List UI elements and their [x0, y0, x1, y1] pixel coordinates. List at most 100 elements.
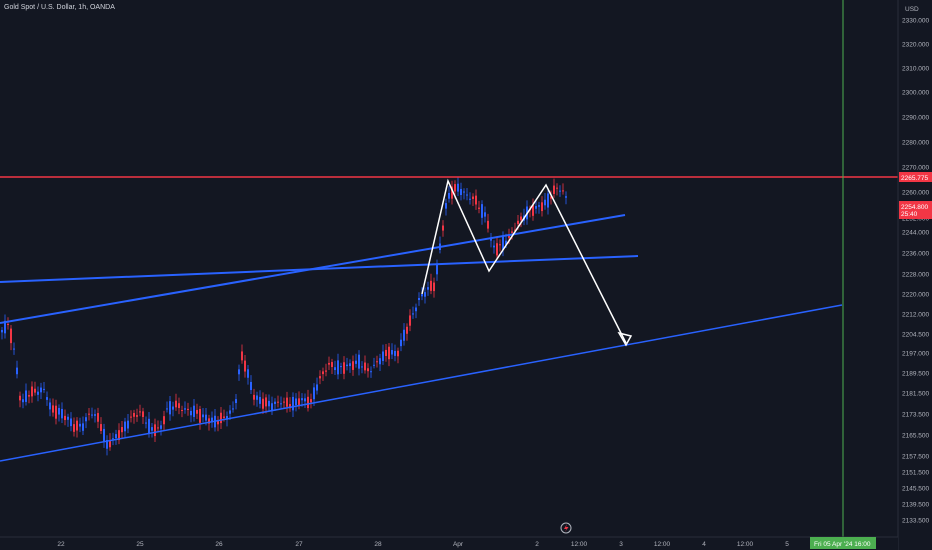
channel-line-lower[interactable]	[0, 304, 843, 462]
candle-body	[553, 185, 555, 194]
candle-body	[481, 204, 483, 218]
candle-body	[124, 421, 126, 432]
candle-body	[286, 397, 288, 407]
candle-body	[82, 423, 84, 431]
time-tick-label: 12:00	[654, 541, 671, 548]
time-tick-label: 25	[136, 541, 144, 548]
candle-body	[406, 326, 408, 334]
candle-body	[217, 420, 219, 425]
candle-body	[73, 424, 75, 432]
candle-body	[487, 220, 489, 229]
candle-body	[328, 362, 330, 365]
candle-body	[253, 394, 255, 400]
candle-body	[196, 410, 198, 414]
candle-body	[46, 397, 48, 400]
price-tick-label: 2189.500	[902, 371, 929, 378]
time-tick-label: 12:00	[571, 541, 588, 548]
candle-body	[25, 390, 27, 402]
price-tick-label: 2244.000	[902, 230, 929, 237]
candle-body	[484, 212, 486, 217]
candle-body	[373, 364, 375, 366]
candle-body	[460, 188, 462, 196]
candle-body	[388, 346, 390, 360]
channel-line-middle[interactable]	[0, 214, 626, 324]
candle-body	[106, 440, 108, 449]
candle-body	[280, 403, 282, 405]
candle-body	[310, 399, 312, 403]
candle-body	[190, 410, 192, 416]
candle-body	[547, 193, 549, 208]
candle-body	[538, 205, 540, 207]
candle-body	[130, 416, 132, 418]
candle-body	[235, 399, 237, 403]
candle-body	[499, 244, 501, 246]
candle-body	[430, 280, 432, 291]
candle-body	[127, 420, 129, 429]
candle-body	[511, 231, 513, 233]
candle-body	[187, 408, 189, 411]
candle-body	[55, 405, 57, 419]
candle-body	[103, 428, 105, 442]
candle-body	[118, 430, 120, 441]
candle-body	[31, 386, 33, 397]
time-tick-label: 2	[535, 541, 539, 548]
candle-body	[175, 400, 177, 408]
candle-body	[88, 413, 90, 415]
candle-body	[70, 418, 72, 427]
candle-body	[421, 294, 423, 297]
candle-body	[268, 400, 270, 407]
candle-body	[478, 207, 480, 209]
candle-body	[361, 366, 363, 368]
candle-body	[160, 425, 162, 429]
candle-body	[448, 193, 450, 199]
time-tick-label: 22	[57, 541, 65, 548]
candle-body	[151, 427, 153, 431]
time-axis[interactable]	[0, 537, 898, 550]
candle-body	[415, 307, 417, 312]
candle-body	[193, 405, 195, 417]
candle-body	[247, 369, 249, 378]
candle-body	[409, 315, 411, 326]
time-tick-label: 4	[702, 541, 706, 548]
candle-body	[205, 414, 207, 421]
candle-body	[469, 198, 471, 200]
candle-body	[418, 297, 420, 301]
double-top-pattern[interactable]	[421, 178, 627, 344]
candle-body	[544, 199, 546, 206]
candle-body	[355, 360, 357, 364]
candle-body	[457, 183, 459, 192]
candle-body	[289, 404, 291, 409]
candle-body	[493, 245, 495, 248]
candle-body	[265, 397, 267, 407]
candle-body	[349, 363, 351, 366]
candle-body	[241, 351, 243, 361]
current-price-label: 2254.800	[901, 204, 928, 211]
candle-body	[208, 418, 210, 424]
candle-body	[352, 361, 354, 370]
candle-body	[391, 350, 393, 355]
candle-body	[514, 229, 516, 231]
candle-body	[313, 387, 315, 400]
candle-body	[16, 367, 18, 375]
candle-body	[319, 376, 321, 379]
candle-body	[343, 362, 345, 374]
candle-body	[34, 388, 36, 393]
channel-line-upper[interactable]	[0, 255, 639, 283]
price-tick-label: 2310.000	[902, 66, 929, 73]
candle-body	[379, 358, 381, 365]
time-tick-label: 28	[374, 541, 382, 548]
candle-body	[496, 243, 498, 256]
candle-body	[229, 410, 231, 414]
candle-body	[154, 424, 156, 437]
price-axis[interactable]	[898, 0, 932, 550]
candle-body	[202, 414, 204, 418]
candle-body	[37, 391, 39, 395]
candle-body	[400, 339, 402, 347]
candle-body	[7, 323, 9, 325]
lightning-bolt-icon[interactable]	[560, 522, 572, 534]
candle-body	[370, 371, 372, 373]
candle-body	[565, 196, 567, 198]
time-tick-label: 26	[215, 541, 223, 548]
